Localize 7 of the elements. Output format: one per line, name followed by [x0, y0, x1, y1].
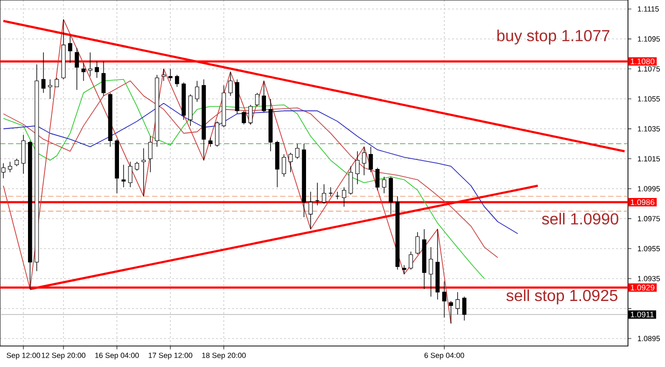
annotation: sell 1.0990	[542, 212, 618, 225]
annotation: sell stop 1.0925	[506, 289, 618, 304]
ref-line-label: 1.0929	[630, 284, 654, 290]
ref-line-label: 1.0911	[630, 312, 654, 318]
ref-line-label: 1.1080	[630, 58, 654, 64]
annotation: buy stop 1.1077	[497, 30, 610, 44]
ref-line-label: 1.0986	[630, 199, 654, 206]
